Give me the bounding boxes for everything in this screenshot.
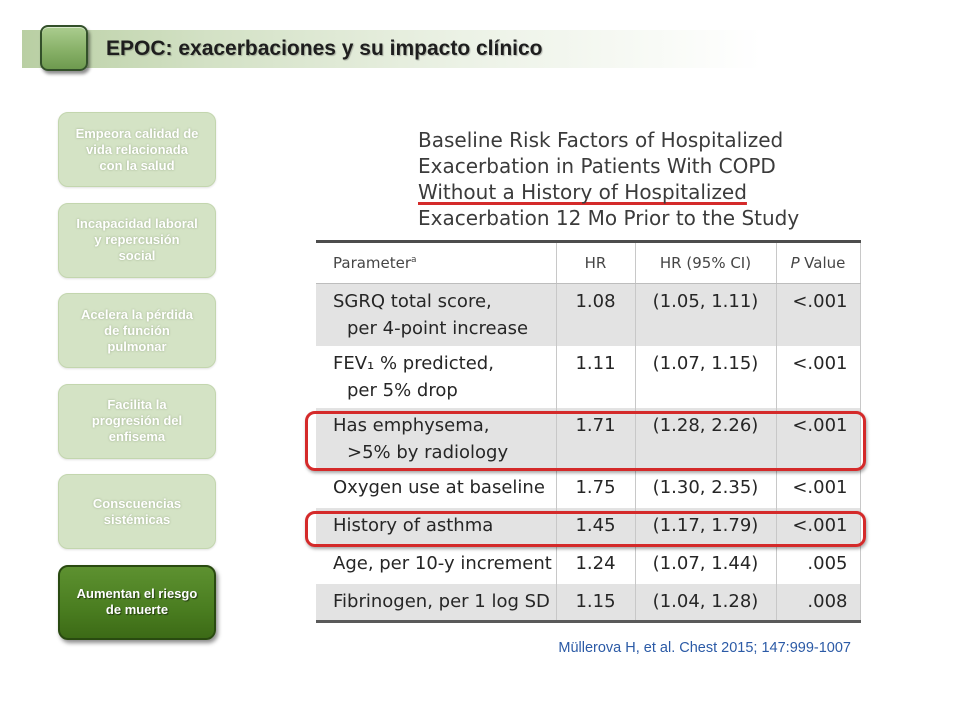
table-row: Fibrinogen, per 1 log SD 1.15 (1.04, 1.2… (316, 583, 861, 622)
figure-title-line: Baseline Risk Factors of Hospitalized (418, 128, 784, 152)
ci-cell: (1.07, 1.15) (634, 345, 776, 408)
parameter-line: History of asthma (333, 514, 494, 536)
p-value-label: Value (804, 254, 846, 272)
footnote-marker: a (411, 255, 417, 265)
title-band (22, 30, 762, 68)
parameter-cell: Fibrinogen, per 1 log SD (316, 583, 556, 622)
p-symbol: P (790, 254, 800, 272)
parameter-cell: SGRQ total score, per 4-point increase (316, 283, 556, 346)
p-value-cell: .005 (775, 545, 861, 584)
nav-button-label: Incapacidad laboral y repercusión social (76, 216, 198, 264)
nav-button-systemic[interactable]: Conscuencias sistémicas (58, 474, 216, 550)
ci-cell: (1.17, 1.79) (634, 507, 776, 546)
parameter-line: FEV₁ % predicted, (333, 352, 494, 374)
parameter-line: Fibrinogen, per 1 log SD (333, 590, 550, 612)
table-row: Age, per 10-y increment 1.24 (1.07, 1.44… (316, 545, 861, 584)
parameter-cell: FEV₁ % predicted, per 5% drop (316, 346, 556, 408)
ci-cell: (1.05, 1.11) (634, 283, 776, 346)
p-value-cell: <.001 (775, 469, 861, 508)
nav-button-emphysema[interactable]: Facilita la progresión del enfisema (58, 383, 216, 459)
p-value-cell: <.001 (775, 283, 861, 346)
column-header-ci: HR (95% CI) (634, 241, 776, 284)
parameter-cell: Oxygen use at baseline (316, 470, 556, 508)
nav-button-label: Aumentan el riesgo de muerte (76, 586, 198, 618)
ci-cell: (1.04, 1.28) (634, 583, 776, 622)
hr-cell: 1.15 (555, 583, 635, 622)
ci-cell: (1.30, 2.35) (634, 469, 776, 508)
parameter-line: >5% by radiology (347, 441, 509, 463)
parameter-line: SGRQ total score, (333, 291, 492, 312)
column-header-parameter: Parametera (316, 241, 556, 284)
citation: Müllerova H, et al. Chest 2015; 147:999-… (558, 640, 851, 656)
nav-button-label: Acelera la pérdida de función pulmonar (81, 306, 193, 354)
p-value-cell: .008 (775, 583, 861, 622)
hr-cell: 1.24 (555, 545, 635, 584)
nav-button-label: Conscuencias sistémicas (92, 495, 182, 527)
p-value-cell: <.001 (775, 345, 861, 408)
parameter-line: per 4-point increase (347, 318, 529, 339)
nav-button-quality-of-life[interactable]: Empeora calidad de vida relacionada con … (58, 112, 216, 187)
nav-button-lung-function[interactable]: Acelera la pérdida de función pulmonar (58, 293, 216, 369)
parameter-cell: Age, per 10-y increment (316, 546, 556, 584)
ci-cell: (1.28, 2.26) (634, 407, 776, 470)
column-header-parameter-label: Parameter (333, 254, 412, 272)
hr-cell: 1.11 (555, 345, 635, 408)
page-title: EPOC: exacerbaciones y su impacto clínic… (106, 37, 543, 60)
nav-button-label: Empeora calidad de vida relacionada con … (75, 125, 199, 173)
ci-cell: (1.07, 1.44) (634, 545, 776, 584)
section-badge (40, 25, 88, 71)
risk-factor-table: Parametera HR HR (95% CI) P Value SGRQ to… (316, 240, 861, 623)
table-row: SGRQ total score, per 4-point increase 1… (316, 283, 861, 346)
table-row: Oxygen use at baseline 1.75 (1.30, 2.35)… (316, 469, 861, 508)
risk-factor-table-container: Parametera HR HR (95% CI) P Value SGRQ to… (316, 240, 861, 623)
parameter-line: per 5% drop (347, 379, 458, 401)
figure-title: Baseline Risk Factors of Hospitalized Ex… (418, 127, 799, 231)
column-header-hr: HR (555, 241, 635, 284)
hr-cell: 1.08 (555, 283, 635, 346)
column-header-p-value: P Value (775, 241, 861, 284)
table-row: History of asthma 1.45 (1.17, 1.79) <.00… (316, 507, 861, 546)
hr-cell: 1.75 (555, 469, 635, 508)
topic-nav: Empeora calidad de vida relacionada con … (58, 112, 216, 656)
p-value-cell: <.001 (775, 507, 861, 546)
parameter-line: Has emphysema, (333, 414, 490, 436)
table-row: FEV₁ % predicted, per 5% drop 1.11 (1.07… (316, 345, 861, 408)
hr-cell: 1.71 (555, 407, 635, 470)
p-value-cell: <.001 (775, 407, 861, 470)
figure-title-line: Exacerbation 12 Mo Prior to the Study (418, 206, 800, 230)
parameter-cell: History of asthma (316, 507, 556, 546)
parameter-line: Oxygen use at baseline (333, 476, 545, 498)
table-header-row: Parametera HR HR (95% CI) P Value (316, 241, 861, 284)
nav-button-mortality[interactable]: Aumentan el riesgo de muerte (58, 564, 216, 640)
figure-title-line: Exacerbation in Patients With COPD (418, 154, 776, 178)
parameter-cell: Has emphysema, >5% by radiology (316, 407, 556, 470)
parameter-line: Age, per 10-y increment (333, 552, 552, 574)
nav-button-label: Facilita la progresión del enfisema (91, 397, 183, 445)
hr-cell: 1.45 (555, 507, 635, 546)
table-row: Has emphysema, >5% by radiology 1.71 (1.… (316, 407, 861, 470)
figure-title-line-underlined: Without a History of Hospitalized (418, 180, 747, 204)
nav-button-work-disability[interactable]: Incapacidad laboral y repercusión social (58, 202, 216, 278)
